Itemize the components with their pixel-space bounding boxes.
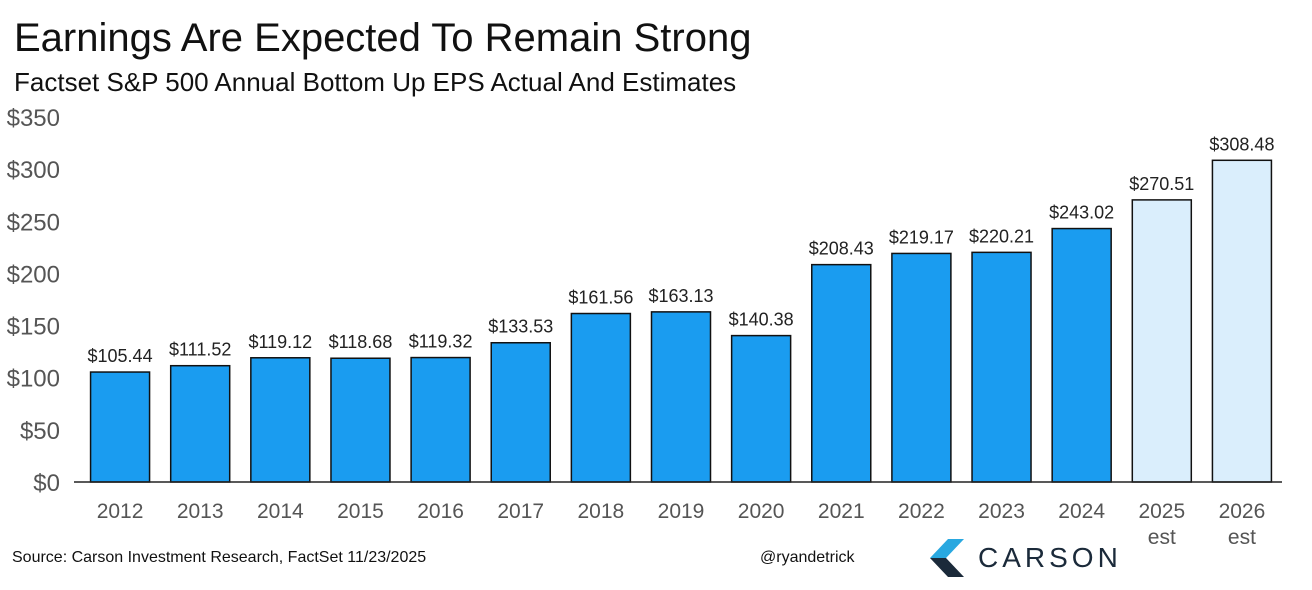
x-tick-label: 2026 — [1219, 500, 1266, 523]
bar — [971, 251, 1032, 483]
carson-logo: CARSON — [930, 532, 1122, 584]
data-label: $133.53 — [488, 317, 553, 337]
bar — [330, 357, 391, 483]
data-label: $118.68 — [329, 332, 393, 352]
x-tick-label: 2012 — [97, 500, 144, 523]
data-label: $161.56 — [568, 288, 633, 308]
bar — [570, 312, 632, 483]
data-label: $105.44 — [88, 346, 153, 366]
y-tick-label: $150 — [7, 314, 60, 341]
bar — [410, 356, 471, 483]
y-tick-label: $200 — [7, 261, 60, 288]
data-label: $163.13 — [648, 286, 713, 306]
bar — [89, 371, 151, 483]
data-label: $243.02 — [1049, 203, 1114, 223]
data-label: $119.12 — [248, 332, 312, 352]
y-tick-label: $0 — [33, 470, 60, 497]
bar — [1211, 159, 1273, 483]
bar — [490, 341, 551, 483]
y-tick-label: $100 — [7, 366, 60, 393]
x-tick-label: 2013 — [177, 500, 224, 523]
carson-logo-text: CARSON — [978, 542, 1122, 573]
chart-subtitle: Factset S&P 500 Annual Bottom Up EPS Act… — [14, 67, 737, 97]
bar — [169, 364, 231, 483]
x-tick-label: 2023 — [978, 500, 1025, 523]
y-tick-label: $350 — [7, 105, 60, 132]
x-tick-label: 2024 — [1058, 500, 1105, 523]
bar — [730, 334, 792, 483]
carson-logo-icon — [930, 539, 964, 577]
data-label: $308.48 — [1209, 134, 1274, 154]
chart-title: Earnings Are Expected To Remain Strong — [14, 16, 752, 60]
data-label: $208.43 — [809, 239, 874, 259]
x-tick-label: 2014 — [257, 500, 304, 523]
x-tick-label: 2019 — [658, 500, 705, 523]
x-tick-label: est — [1228, 526, 1256, 549]
x-tick-label: 2022 — [898, 500, 945, 523]
x-tick-label: 2017 — [497, 500, 544, 523]
data-label: $220.21 — [969, 226, 1034, 246]
x-tick-label: 2015 — [337, 500, 384, 523]
bar — [650, 311, 712, 483]
bar — [250, 357, 311, 483]
bar — [1051, 227, 1112, 483]
x-tick-label: 2018 — [578, 500, 625, 523]
y-tick-label: $250 — [7, 209, 60, 236]
y-tick-label: $50 — [20, 418, 60, 445]
data-label: $119.32 — [409, 332, 473, 352]
bar — [1131, 199, 1193, 483]
x-tick-label: est — [1148, 526, 1176, 549]
source-note: Source: Carson Investment Research, Fact… — [12, 549, 427, 566]
x-tick-label: 2021 — [818, 500, 865, 523]
x-tick-label: 2020 — [738, 500, 785, 523]
x-tick-label: 2016 — [417, 500, 464, 523]
author-handle: @ryandetrick — [760, 549, 855, 566]
bar — [891, 252, 952, 483]
data-label: $270.51 — [1129, 174, 1194, 194]
data-label: $111.52 — [169, 340, 231, 360]
y-tick-label: $300 — [7, 157, 60, 184]
bar — [811, 263, 872, 483]
data-label: $219.17 — [889, 227, 954, 247]
x-tick-label: 2025 — [1138, 500, 1185, 523]
data-label: $140.38 — [729, 310, 794, 330]
